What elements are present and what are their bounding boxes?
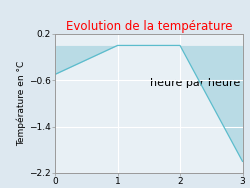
Y-axis label: Température en °C: Température en °C [17, 61, 26, 146]
Title: Evolution de la température: Evolution de la température [66, 20, 232, 33]
X-axis label: heure par heure: heure par heure [150, 78, 241, 88]
